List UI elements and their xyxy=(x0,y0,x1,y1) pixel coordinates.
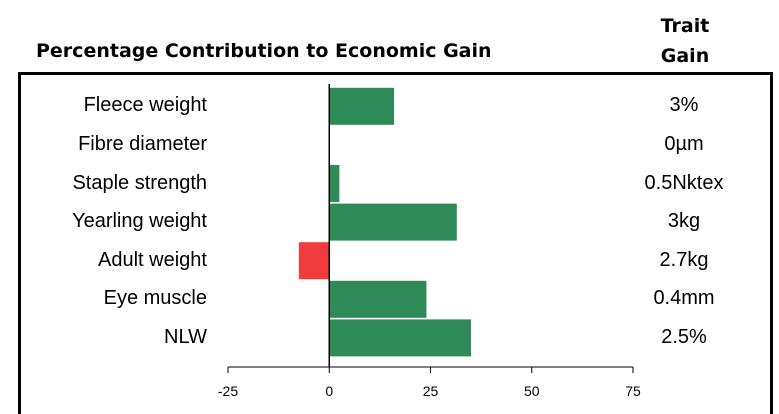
trait-gain-value: 2.5% xyxy=(661,325,707,348)
chart-title: Percentage Contribution to Economic Gain xyxy=(36,40,492,62)
category-label: Staple strength xyxy=(72,171,207,194)
trait-gain-value: 3% xyxy=(669,94,699,117)
category-label: NLW xyxy=(164,325,207,348)
bar-fleece-weight xyxy=(329,87,395,125)
category-label: Adult weight xyxy=(98,248,207,271)
trait-gain-header-line1: Trait xyxy=(660,15,710,37)
trait-gain-header-line2: Gain xyxy=(660,45,710,67)
trait-gain-value: 2.7kg xyxy=(659,248,709,271)
trait-gain-value: 0.4mm xyxy=(653,287,715,310)
trait-gain-header: Trait Gain xyxy=(640,11,730,71)
x-tick-label: 0 xyxy=(325,383,333,399)
category-label: Fleece weight xyxy=(83,94,207,117)
chart-frame xyxy=(18,72,773,414)
x-tick-label: 50 xyxy=(524,383,540,399)
bar-staple-strength xyxy=(329,165,340,202)
trait-gain-value: 0.5Nktex xyxy=(644,171,724,194)
category-label: Yearling weight xyxy=(72,210,207,233)
bar-eye-muscle xyxy=(329,280,427,318)
bar-nlw xyxy=(329,319,471,357)
trait-gain-value: 3kg xyxy=(667,210,701,233)
x-tick-label: -25 xyxy=(218,383,238,399)
trait-gain-value: 0µm xyxy=(664,132,704,155)
category-label: Fibre diameter xyxy=(78,132,207,155)
bar-yearling-weight xyxy=(329,203,457,241)
x-tick-label: 25 xyxy=(423,383,439,399)
bar-adult-weight xyxy=(298,242,330,280)
category-label: Eye muscle xyxy=(103,287,207,310)
x-tick-label: 75 xyxy=(625,383,641,399)
